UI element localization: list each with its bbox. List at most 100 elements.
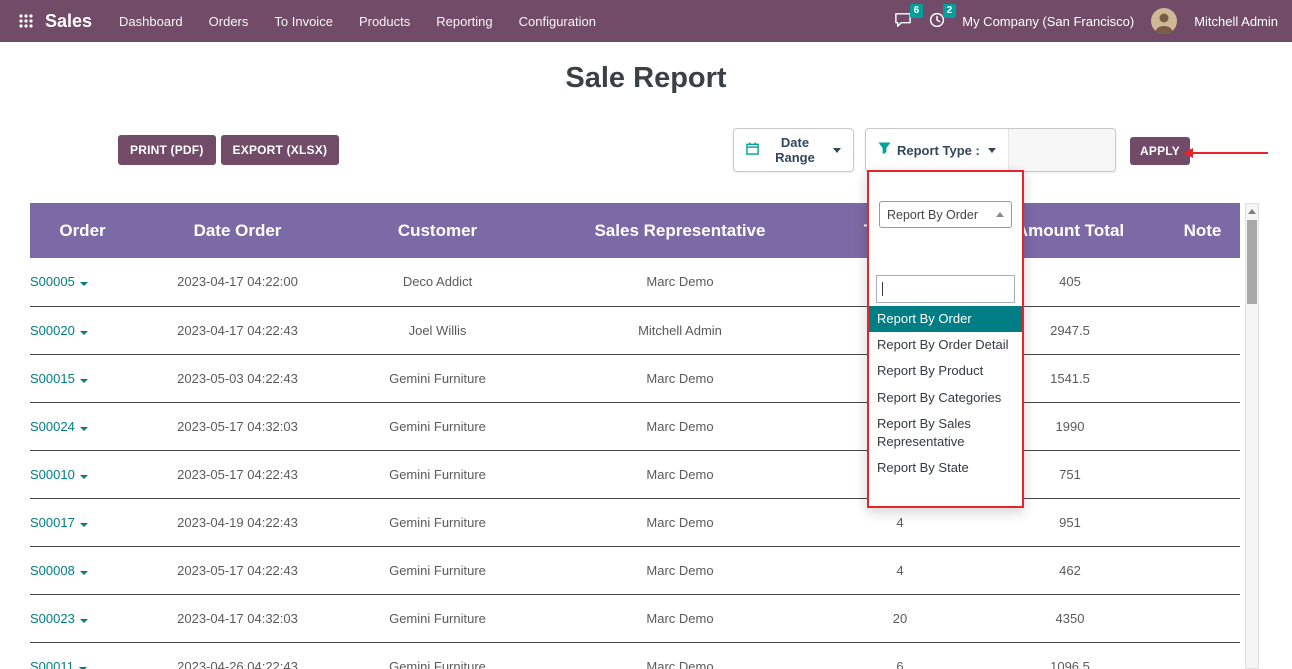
- customer-cell: Deco Addict: [340, 258, 535, 306]
- customer-cell: Gemini Furniture: [340, 594, 535, 642]
- menu-item-orders[interactable]: Orders: [196, 1, 262, 42]
- date-order-cell: 2023-05-17 04:32:03: [135, 402, 340, 450]
- report-type-search-input[interactable]: [876, 275, 1015, 303]
- app-name[interactable]: Sales: [45, 11, 92, 32]
- navbar-left: Sales Dashboard Orders To Invoice Produc…: [10, 0, 609, 42]
- report-type-select[interactable]: Report By Order: [879, 201, 1012, 228]
- page-title: Sale Report: [0, 62, 1292, 95]
- table-row: S00024 2023-05-17 04:32:03 Gemini Furnit…: [30, 402, 1240, 450]
- report-type-label: Report Type :: [897, 143, 980, 158]
- order-link[interactable]: S00015: [30, 371, 75, 386]
- note-cell: [1165, 258, 1240, 306]
- customer-cell: Gemini Furniture: [340, 354, 535, 402]
- order-cell: S00015: [30, 354, 135, 402]
- order-link[interactable]: S00023: [30, 611, 75, 626]
- customer-cell: Gemini Furniture: [340, 642, 535, 669]
- note-cell: [1165, 594, 1240, 642]
- apply-button[interactable]: APPLY: [1130, 137, 1190, 165]
- column-header-sales-representative: Sales Representative: [535, 203, 825, 258]
- customer-cell: Gemini Furniture: [340, 402, 535, 450]
- export-buttons-group: PRINT (PDF) EXPORT (XLSX): [118, 135, 339, 165]
- date-order-cell: 2023-05-17 04:22:43: [135, 450, 340, 498]
- activities-button[interactable]: 2: [929, 12, 945, 31]
- report-type-option[interactable]: Report By State: [869, 455, 1022, 481]
- note-cell: [1165, 306, 1240, 354]
- report-type-option[interactable]: Report By Order Detail: [869, 332, 1022, 358]
- date-order-cell: 2023-04-17 04:32:03: [135, 594, 340, 642]
- table-row: S00010 2023-05-17 04:22:43 Gemini Furnit…: [30, 450, 1240, 498]
- order-dropdown-caret-icon[interactable]: [80, 282, 88, 286]
- menu-item-products[interactable]: Products: [346, 1, 423, 42]
- order-link[interactable]: S00010: [30, 467, 75, 482]
- date-order-cell: 2023-04-17 04:22:43: [135, 306, 340, 354]
- sales-representative-cell: Marc Demo: [535, 594, 825, 642]
- total-qty-cell: 20: [825, 594, 975, 642]
- vertical-scrollbar[interactable]: [1245, 203, 1259, 669]
- order-link[interactable]: S00011: [30, 659, 74, 669]
- order-cell: S00005: [30, 258, 135, 306]
- report-type-option[interactable]: Report By Order: [869, 306, 1022, 332]
- order-dropdown-caret-icon[interactable]: [80, 331, 88, 335]
- order-cell: S00024: [30, 402, 135, 450]
- order-cell: S00010: [30, 450, 135, 498]
- menu-item-reporting[interactable]: Reporting: [423, 1, 505, 42]
- chevron-down-icon: [988, 148, 996, 153]
- sales-representative-cell: Marc Demo: [535, 258, 825, 306]
- user-avatar[interactable]: [1151, 8, 1177, 34]
- export-xlsx-button[interactable]: EXPORT (XLSX): [221, 135, 340, 165]
- date-range-button[interactable]: Date Range: [734, 135, 853, 165]
- amount-total-cell: 1096.5: [975, 642, 1165, 669]
- sales-representative-cell: Marc Demo: [535, 642, 825, 669]
- amount-total-cell: 462: [975, 546, 1165, 594]
- menu-item-to-invoice[interactable]: To Invoice: [261, 1, 346, 42]
- order-dropdown-caret-icon[interactable]: [80, 475, 88, 479]
- annotation-arrow: [1192, 152, 1268, 154]
- chevron-down-icon: [833, 148, 841, 153]
- note-cell: [1165, 402, 1240, 450]
- order-dropdown-caret-icon[interactable]: [80, 523, 88, 527]
- report-type-option[interactable]: Report By Product: [869, 358, 1022, 384]
- report-type-option[interactable]: Report By Categories: [869, 385, 1022, 411]
- table-row: S00023 2023-04-17 04:32:03 Gemini Furnit…: [30, 594, 1240, 642]
- print-pdf-button[interactable]: PRINT (PDF): [118, 135, 216, 165]
- report-type-button[interactable]: Report Type :: [866, 142, 1008, 158]
- filter-funnel-icon: [878, 142, 891, 158]
- report-table-container: Order Date Order Customer Sales Represen…: [30, 203, 1240, 669]
- user-menu[interactable]: Mitchell Admin: [1194, 14, 1278, 29]
- order-link[interactable]: S00005: [30, 274, 75, 289]
- order-cell: S00017: [30, 498, 135, 546]
- order-dropdown-caret-icon[interactable]: [80, 571, 88, 575]
- table-row: S00020 2023-04-17 04:22:43 Joel Willis M…: [30, 306, 1240, 354]
- total-qty-cell: 6: [825, 642, 975, 669]
- company-switcher[interactable]: My Company (San Francisco): [962, 14, 1134, 29]
- menu-item-dashboard[interactable]: Dashboard: [106, 1, 196, 42]
- order-link[interactable]: S00017: [30, 515, 75, 530]
- scrollbar-up-button[interactable]: [1246, 204, 1258, 219]
- note-cell: [1165, 498, 1240, 546]
- order-cell: S00020: [30, 306, 135, 354]
- report-type-selected-value: Report By Order: [887, 208, 978, 222]
- customer-cell: Gemini Furniture: [340, 546, 535, 594]
- report-type-option[interactable]: Report By Sales Representative: [869, 411, 1022, 455]
- order-link[interactable]: S00008: [30, 563, 75, 578]
- order-link[interactable]: S00020: [30, 323, 75, 338]
- date-order-cell: 2023-04-19 04:22:43: [135, 498, 340, 546]
- table-header: Order Date Order Customer Sales Represen…: [30, 203, 1240, 258]
- activities-badge: 2: [943, 4, 957, 19]
- menu-item-configuration[interactable]: Configuration: [506, 1, 609, 42]
- calendar-icon: [746, 142, 759, 158]
- report-type-dropdown-panel: Report By Order Report By Order Report B…: [867, 170, 1024, 508]
- apps-grid-icon[interactable]: [10, 14, 42, 28]
- order-dropdown-caret-icon[interactable]: [80, 379, 88, 383]
- sales-representative-cell: Marc Demo: [535, 498, 825, 546]
- report-type-search-wrap: [876, 275, 1015, 303]
- scrollbar-thumb[interactable]: [1247, 220, 1257, 304]
- messages-button[interactable]: 6: [894, 12, 912, 31]
- note-cell: [1165, 450, 1240, 498]
- order-link[interactable]: S00024: [30, 419, 75, 434]
- sales-representative-cell: Marc Demo: [535, 546, 825, 594]
- order-dropdown-caret-icon[interactable]: [80, 619, 88, 623]
- order-dropdown-caret-icon[interactable]: [80, 427, 88, 431]
- messages-badge: 6: [910, 4, 924, 19]
- navbar-right: 6 2 My Company (San Francisco) Mitchell …: [894, 8, 1278, 34]
